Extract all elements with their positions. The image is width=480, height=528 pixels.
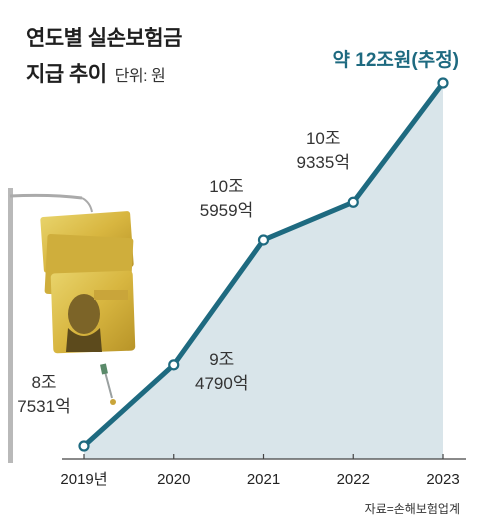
iv-pole-illustration — [8, 188, 136, 463]
data-point — [168, 359, 180, 371]
banknote-bag-icon — [40, 211, 136, 354]
chart-subtitle-text: 지급 추이 — [26, 63, 107, 86]
x-tick-label: 2020 — [157, 471, 190, 488]
data-label: 7531억 — [17, 397, 70, 416]
iv-drip-icon — [100, 363, 116, 405]
data-label: 8조 — [31, 373, 56, 392]
chart-title: 연도별 실손보험금 — [26, 27, 182, 50]
data-label: 4790억 — [195, 374, 248, 393]
data-label-estimate: 약 12조원(추정) — [333, 49, 459, 71]
data-point — [257, 234, 270, 246]
chart-subtitle: 지급 추이 단위: 원 — [26, 58, 166, 88]
data-label: 5959억 — [200, 201, 253, 220]
area-fill — [84, 83, 443, 459]
data-label: 9335억 — [297, 153, 350, 172]
data-point — [78, 440, 90, 452]
x-tick-label: 2022 — [337, 471, 370, 488]
source-note: 자료=손해보험업계 — [364, 502, 460, 516]
data-label: 10조 — [306, 129, 341, 148]
x-tick-label: 2019년 — [60, 471, 107, 488]
x-tick-label: 2021 — [247, 471, 280, 488]
x-tick-label: 2023 — [426, 471, 459, 488]
data-label: 9조 — [209, 350, 234, 369]
data-label: 10조 — [209, 177, 244, 196]
data-point — [437, 77, 449, 89]
data-point — [347, 196, 359, 208]
unit-label: 단위: 원 — [114, 68, 166, 85]
